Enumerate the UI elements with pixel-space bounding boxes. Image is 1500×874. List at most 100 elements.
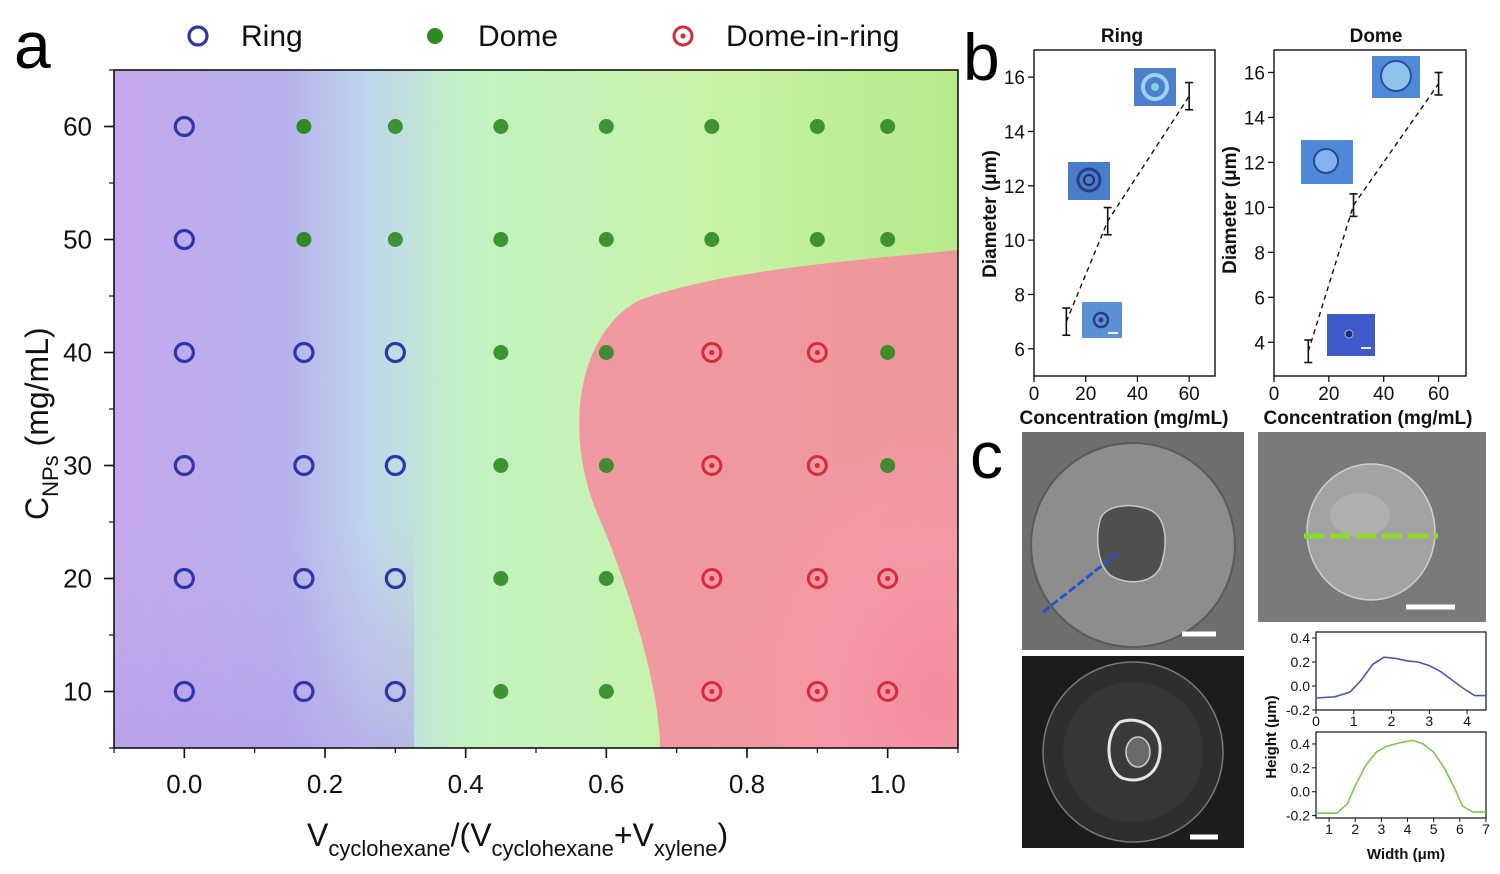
c-y-tick-label: 0.0 — [1291, 784, 1311, 800]
dome-point — [598, 345, 614, 360]
dome-point — [598, 458, 614, 473]
b-y-tick-label: 10 — [1004, 231, 1025, 252]
a-y-tick-label: 50 — [63, 225, 92, 255]
a-x-tick-label: 0.8 — [729, 769, 765, 799]
c-x-tick-label: 4 — [1404, 821, 1412, 837]
legend-dome-label: Dome — [478, 20, 558, 53]
ring-point — [293, 680, 315, 703]
ring-point — [173, 680, 195, 703]
b-y-tick-label: 12 — [1244, 153, 1265, 174]
b-ring-title: Ring — [1101, 26, 1143, 47]
c-y-tick-label: 0.0 — [1291, 678, 1311, 694]
ring-point — [293, 341, 315, 364]
b-x-tick-label: 0 — [1029, 384, 1040, 405]
legend-ring-label: Ring — [241, 20, 303, 53]
dome-in-ring-point — [877, 568, 899, 589]
b-y-tick-label: 8 — [1014, 286, 1025, 307]
dome-point — [704, 232, 720, 247]
c-x-tick-label: 2 — [1351, 821, 1359, 837]
dome-point — [296, 232, 312, 247]
a-x-tick-label: 0.0 — [166, 769, 202, 799]
dome-in-ring-point-center — [709, 688, 715, 695]
panel-letter-c: c — [970, 418, 1003, 492]
c-x-tick-label: 0 — [1312, 713, 1320, 729]
a-y-axis-label: CNPs (mg/mL) — [19, 327, 63, 520]
a-y-tick-label: 10 — [63, 677, 92, 707]
panel-c-profile-ring: 0 1 2 3 4 0.4 0.2 0.0 -0.2 — [1286, 630, 1487, 729]
c-profile-x-label: Width (μm) — [1367, 846, 1445, 863]
ring-point — [293, 567, 315, 590]
dome-in-ring-point — [806, 342, 828, 363]
b-ring-x-label: Concentration (mg/mL) — [1020, 408, 1229, 429]
dome-point — [598, 232, 614, 247]
ring-point — [173, 567, 195, 590]
dome-point — [809, 119, 825, 134]
a-x-tick-label: 0.2 — [307, 769, 343, 799]
b-x-tick-label: 0 — [1269, 384, 1280, 405]
ring-point — [384, 567, 406, 590]
legend-ring-marker — [187, 25, 209, 47]
a-y-tick-label: 40 — [63, 338, 92, 368]
ring-point — [173, 341, 195, 364]
b-y-tick-label: 14 — [1244, 108, 1266, 129]
b-y-tick-label: 4 — [1254, 333, 1265, 354]
dome-in-ring-point-center — [814, 688, 820, 695]
a-y-tick-label: 30 — [63, 451, 92, 481]
panel-c-sem-dome-in-ring — [1022, 656, 1244, 848]
b-dome-title: Dome — [1350, 26, 1403, 47]
b-dome-inset-large — [1372, 56, 1420, 98]
c-x-tick-label: 6 — [1456, 821, 1464, 837]
dome-in-ring-point-center — [709, 462, 715, 469]
dome-point — [493, 458, 509, 473]
legend: Ring Dome Dome-in-ring — [187, 20, 899, 53]
dome-point — [296, 119, 312, 134]
b-x-tick-label: 40 — [1127, 384, 1148, 405]
panel-c-sem-ring — [1022, 432, 1244, 650]
ring-point — [384, 454, 406, 477]
c-y-tick-label: 0.4 — [1291, 736, 1311, 752]
c-y-tick-label: 0.2 — [1291, 654, 1311, 670]
b-dome-x-label: Concentration (mg/mL) — [1264, 408, 1473, 429]
c-y-tick-label: 0.4 — [1291, 630, 1311, 646]
b-x-tick-label: 60 — [1428, 384, 1449, 405]
dome-in-ring-point-center — [814, 575, 820, 582]
c-y-tick-label: 0.2 — [1291, 760, 1311, 776]
a-x-tick-label: 0.4 — [448, 769, 484, 799]
dome-in-ring-point — [701, 681, 723, 702]
b-ring-y-label: Diameter (μm) — [980, 150, 1001, 278]
dome-point — [493, 232, 509, 247]
b-dome-y-label: Diameter (μm) — [1220, 146, 1241, 274]
c-x-tick-label: 5 — [1430, 821, 1438, 837]
b-ring-inset-medium — [1068, 162, 1110, 200]
dome-point — [704, 119, 720, 134]
dome-point — [809, 232, 825, 247]
panel-b-dome: Dome 0 20 40 60 4 6 8 10 12 14 16 Concentration (m… — [1220, 26, 1473, 429]
c-y-tick-label: -0.2 — [1286, 702, 1310, 718]
b-dome-inset-medium — [1301, 140, 1353, 184]
a-x-axis-label: Vcyclohexane/(Vcyclohexane+Vxylene) — [307, 817, 728, 861]
b-y-tick-label: 8 — [1254, 243, 1265, 264]
dome-point — [493, 345, 509, 360]
dome-point — [880, 119, 896, 134]
panel-letter-a: a — [14, 8, 51, 82]
dome-point — [493, 684, 509, 699]
dome-point — [598, 119, 614, 134]
dome-in-ring-point — [877, 681, 899, 702]
b-y-tick-label: 6 — [1254, 288, 1265, 309]
dome-point — [880, 458, 896, 473]
ring-point — [384, 341, 406, 364]
c-x-tick-label: 1 — [1350, 713, 1358, 729]
b-y-tick-label: 6 — [1014, 340, 1025, 361]
b-x-tick-label: 20 — [1318, 384, 1339, 405]
b-y-tick-label: 16 — [1244, 63, 1265, 84]
ring-point — [384, 680, 406, 703]
ring-point — [173, 115, 195, 138]
panel-c-profile-dome: 1 2 3 4 5 6 7 0.4 0.2 0.0 -0.2 Width (μm) — [1286, 731, 1490, 863]
c-x-tick-label: 3 — [1377, 821, 1385, 837]
c-profile-line — [1315, 656, 1486, 699]
dome-in-ring-point-center — [709, 349, 715, 356]
c-x-tick-label: 7 — [1482, 821, 1490, 837]
b-trend-line — [1307, 83, 1440, 352]
legend-dome-in-ring-marker — [672, 25, 694, 47]
dome-point — [598, 571, 614, 586]
